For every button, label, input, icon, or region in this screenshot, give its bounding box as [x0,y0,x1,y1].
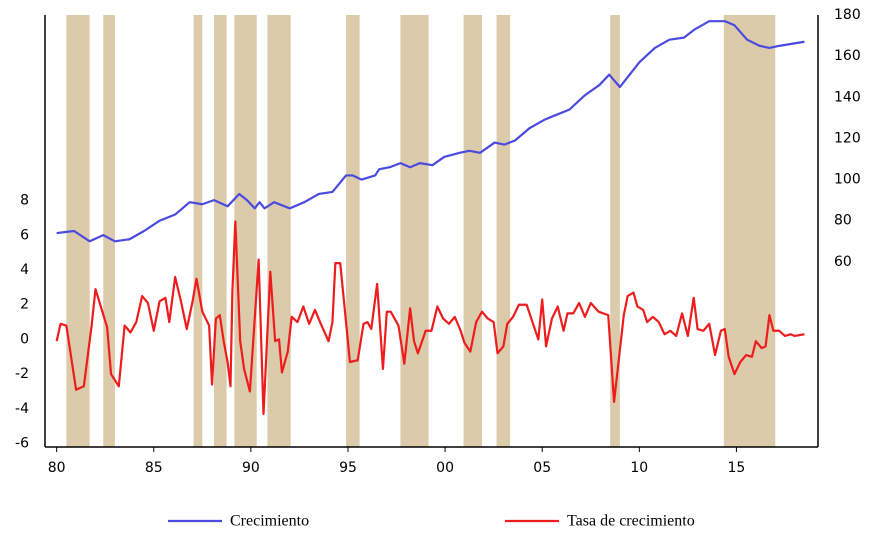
y-tick-label: 0 [20,331,29,347]
y-tick-label: -4 [15,401,29,417]
y-tick-label: -6 [15,436,29,452]
shaded-period [267,15,291,447]
x-tick-label: 95 [339,460,357,476]
y2-tick-label: 180 [834,7,861,23]
y2-tick-label: 120 [834,130,861,146]
shaded-period [346,15,360,447]
legend-label: Crecimiento [230,513,309,530]
shaded-period [213,15,227,447]
x-tick-label: 05 [533,460,551,476]
y-tick-label: 2 [20,297,29,313]
shaded-period [610,15,620,447]
y2-tick-label: 80 [834,213,852,229]
shaded-period [193,15,203,447]
y2-tick-label: 140 [834,89,861,105]
shaded-period [103,15,115,447]
shaded-period [463,15,482,447]
x-tick-label: 10 [630,460,648,476]
axes [44,15,819,452]
x-tick-label: 80 [48,460,66,476]
lines [55,20,805,416]
shaded-period [496,15,511,447]
y-tick-label: -2 [15,366,29,382]
shaded-periods [66,15,776,447]
x-tick-label: 00 [436,460,454,476]
series-line [55,220,805,416]
x-tick-label: 15 [728,460,746,476]
shaded-period [234,15,257,447]
shaded-period [723,15,776,447]
y2-tick-label: 100 [834,172,861,188]
y2-tick-label: 160 [834,48,861,64]
y2-tick-label: 60 [834,254,852,270]
x-tick-label: 90 [242,460,260,476]
y-tick-label: 6 [20,227,29,243]
y-tick-label: 8 [20,193,29,209]
shaded-period [400,15,429,447]
y-tick-label: 4 [20,262,29,278]
series-line [56,20,805,243]
labels: 80 85 90 95 00 05 10 15 -6 -4 -2 0 2 4 6 8 60 80 100 120 140… [15,7,861,530]
legend-label: Tasa de crecimiento [567,513,695,530]
x-tick-label: 85 [145,460,163,476]
shaded-period [66,15,90,447]
